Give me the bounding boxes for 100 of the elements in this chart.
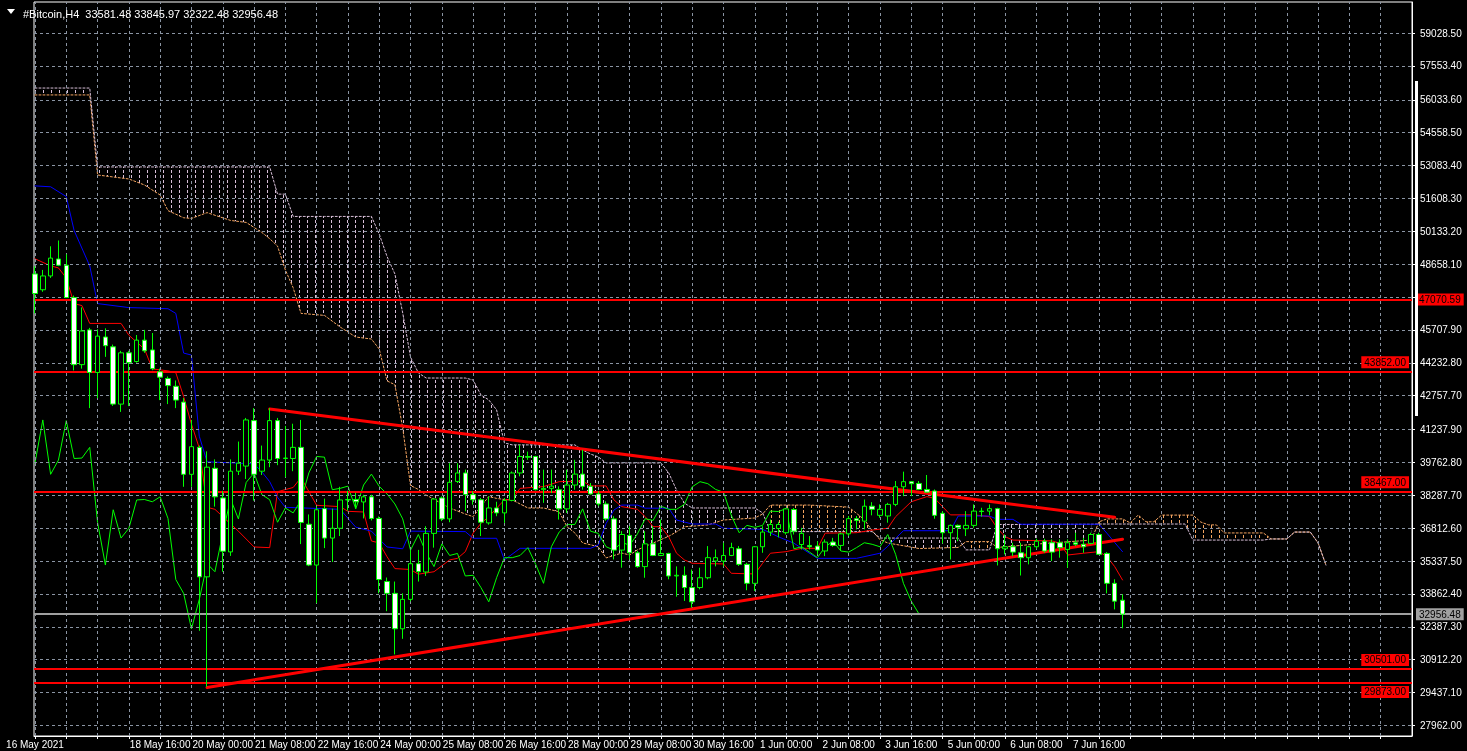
candlestick <box>306 513 312 567</box>
candlestick <box>157 368 163 401</box>
candlestick <box>674 565 679 598</box>
candlestick <box>40 269 46 293</box>
candlestick <box>909 480 914 497</box>
candlestick <box>259 445 265 476</box>
line-series <box>34 185 1124 561</box>
x-tick-label: 6 Jun 08:00 <box>1010 738 1064 750</box>
candlestick <box>948 523 953 560</box>
y-tick-label: 42757.70 <box>1420 390 1463 402</box>
candlestick <box>1120 593 1125 629</box>
candlestick <box>549 469 554 494</box>
candlestick <box>478 497 484 537</box>
candlestick <box>416 549 421 583</box>
candlestick <box>893 480 898 507</box>
candlestick <box>439 495 445 522</box>
candlestick <box>971 503 977 529</box>
candlestick <box>267 407 272 468</box>
y-tick-label: 30912.20 <box>1420 654 1463 666</box>
candlestick <box>517 444 523 477</box>
candlestick <box>744 562 750 591</box>
y-tick-label: 29437.10 <box>1420 687 1463 699</box>
candlestick <box>924 474 930 494</box>
candlestick <box>979 507 984 518</box>
x-tick-label: 26 May 16:00 <box>505 738 567 750</box>
candlestick <box>916 480 922 491</box>
candlestick <box>118 350 124 413</box>
y-tick-label: 51608.30 <box>1420 192 1463 204</box>
x-tick-label: 2 Jun 08:00 <box>822 738 876 750</box>
candlestick <box>48 245 53 279</box>
candlestick <box>822 538 828 557</box>
candlestick <box>400 592 405 640</box>
candlestick <box>885 502 891 524</box>
candlestick <box>95 328 100 399</box>
y-tick-label: 59028.50 <box>1420 27 1463 39</box>
candlestick <box>134 334 139 364</box>
candlestick <box>243 417 249 480</box>
candlestick <box>760 525 765 554</box>
candlestick <box>71 295 77 371</box>
y-tick-label: 27962.00 <box>1420 719 1463 731</box>
candlestick <box>705 545 711 580</box>
candlestick <box>1073 532 1078 547</box>
candlestick <box>220 490 226 573</box>
candlestick <box>1088 532 1094 545</box>
candlestick <box>87 327 92 409</box>
candlestick <box>752 545 758 592</box>
candlestick <box>846 515 851 537</box>
candlestick <box>932 488 937 520</box>
y-tick-label: 35337.50 <box>1420 555 1463 567</box>
y-tick-label: 53083.40 <box>1420 160 1463 172</box>
ref-line-label: 43852.00 <box>1364 356 1407 368</box>
candlestick <box>650 525 656 557</box>
candlestick <box>995 507 1000 566</box>
candlestick <box>713 548 718 567</box>
x-tick-label: 3 Jun 16:00 <box>885 738 938 750</box>
y-tick-label: 48658.10 <box>1420 258 1463 270</box>
candlestick <box>408 549 413 602</box>
candlestick <box>963 510 969 537</box>
candlestick <box>1034 538 1039 550</box>
candlestick <box>1096 532 1102 555</box>
y-tick-label: 56033.60 <box>1420 94 1463 106</box>
candlestick <box>1026 545 1031 565</box>
x-tick-label: 16 May 2021 <box>6 738 65 750</box>
candlestick <box>854 515 859 530</box>
x-tick-label: 28 May 00:00 <box>568 738 630 750</box>
candlestick <box>642 530 648 579</box>
x-tick-label: 24 May 00:00 <box>380 738 442 750</box>
x-tick-label: 18 May 16:00 <box>129 738 191 750</box>
y-tick-label: 57553.40 <box>1420 60 1463 72</box>
candlestick <box>627 525 632 560</box>
candlestick <box>314 506 319 604</box>
x-tick-label: 5 Jun 00:00 <box>947 738 1001 750</box>
candlestick <box>564 469 570 514</box>
candlestick <box>658 519 664 557</box>
y-tick-label: 38287.70 <box>1420 489 1463 501</box>
y-tick-label: 45707.90 <box>1420 324 1463 336</box>
candlestick <box>1049 538 1055 562</box>
candlestick <box>181 397 186 488</box>
candlestick <box>862 499 867 530</box>
candlestick <box>729 542 734 557</box>
x-tick-label: 20 May 00:00 <box>192 738 254 750</box>
candlestick <box>1042 538 1047 554</box>
candlestick <box>596 490 601 507</box>
candlestick <box>721 542 726 567</box>
ref-line-label: 30501.00 <box>1364 654 1407 666</box>
candlestick <box>666 552 671 580</box>
candlestick <box>322 498 327 549</box>
candlestick <box>901 471 906 497</box>
candlestick <box>682 565 687 602</box>
candlestick <box>1065 538 1070 569</box>
candlestick <box>1057 538 1063 559</box>
candlestick <box>337 486 343 537</box>
candlestick <box>494 501 499 517</box>
candlestick <box>509 470 515 502</box>
candlestick <box>1112 578 1117 610</box>
ref-line-label: 38467.00 <box>1364 476 1407 488</box>
candlestick <box>189 419 194 488</box>
candlestick <box>228 458 233 557</box>
y-tick-label: 41237.90 <box>1420 424 1463 436</box>
candlestick <box>603 500 609 522</box>
